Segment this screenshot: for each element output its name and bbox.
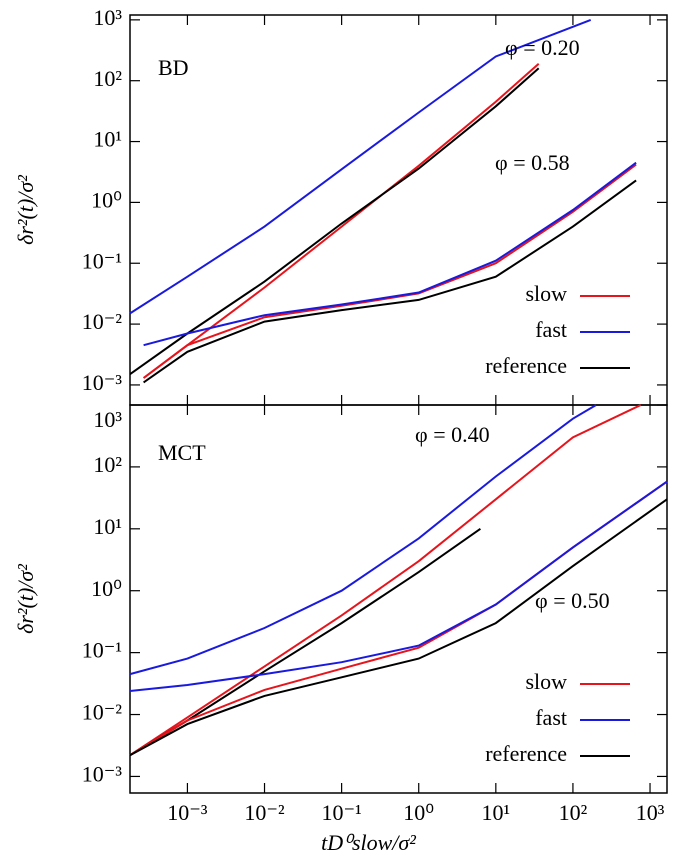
x-tick-label: 10⁰ — [403, 800, 434, 825]
x-tick-label: 10² — [559, 800, 588, 825]
legend-label: fast — [535, 317, 567, 342]
y-tick-label: 10⁰ — [91, 187, 122, 212]
legend-label: slow — [525, 281, 567, 306]
plot-frame — [129, 14, 668, 406]
annotation: φ = 0.50 — [535, 588, 610, 613]
data-line — [129, 404, 597, 676]
y-tick-label: 10¹ — [93, 514, 122, 539]
data-line — [129, 480, 668, 757]
annotation: φ = 0.58 — [495, 150, 570, 175]
annotation: φ = 0.20 — [505, 35, 580, 60]
plot-frame — [129, 404, 668, 794]
data-line — [129, 498, 668, 757]
data-line — [143, 179, 637, 384]
y-tick-label: 10² — [93, 452, 122, 477]
data-line — [129, 480, 668, 692]
x-tick-label: 10⁻² — [244, 800, 285, 825]
data-line — [129, 18, 592, 315]
x-tick-label: 10¹ — [482, 800, 511, 825]
data-line — [143, 161, 637, 347]
legend-label: fast — [535, 705, 567, 730]
y-axis-label: δr²(t)/σ² — [13, 564, 38, 634]
y-tick-label: 10³ — [93, 5, 122, 30]
data-line — [129, 404, 642, 757]
y-tick-label: 10⁻² — [82, 309, 123, 334]
x-tick-label: 10⁻³ — [167, 800, 208, 825]
y-tick-label: 10² — [93, 66, 122, 91]
x-tick-label: 10⁻¹ — [322, 800, 362, 825]
annotation: BD — [158, 55, 189, 80]
data-line — [143, 163, 637, 379]
y-tick-label: 10⁻³ — [82, 370, 123, 395]
annotation: φ = 0.40 — [415, 422, 490, 447]
x-tick-label: 10³ — [636, 800, 665, 825]
y-tick-label: 10⁻² — [82, 700, 123, 725]
y-tick-label: 10⁰ — [91, 576, 122, 601]
y-axis-label: δr²(t)/σ² — [13, 175, 38, 245]
x-axis-label: tD⁰slow/σ² — [321, 830, 416, 855]
annotation: MCT — [158, 440, 206, 465]
legend-label: slow — [525, 669, 567, 694]
y-tick-label: 10⁻¹ — [82, 638, 122, 663]
legend-label: reference — [485, 741, 567, 766]
data-line — [129, 67, 540, 376]
y-tick-label: 10¹ — [93, 127, 122, 152]
y-tick-label: 10³ — [93, 407, 122, 432]
legend-label: reference — [485, 353, 567, 378]
y-tick-label: 10⁻¹ — [82, 248, 122, 273]
y-tick-label: 10⁻³ — [82, 761, 123, 786]
